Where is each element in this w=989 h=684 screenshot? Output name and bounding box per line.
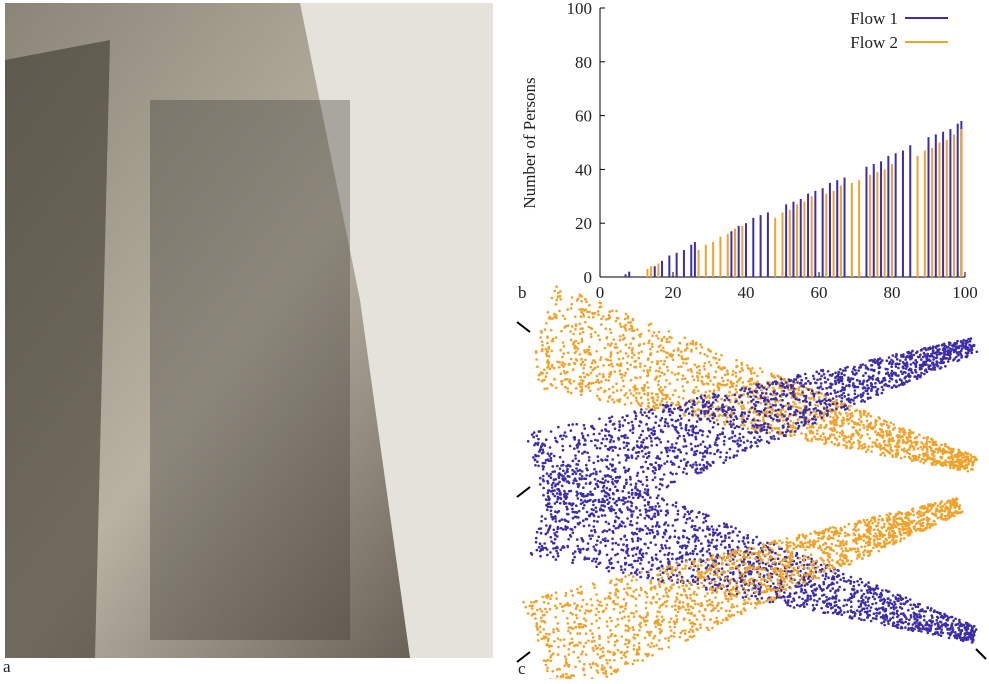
particle-simulation: [524, 287, 977, 679]
bar: [917, 156, 919, 277]
bar: [938, 143, 940, 278]
bar: [844, 177, 846, 277]
bar: [924, 151, 926, 277]
arrow: [517, 322, 530, 332]
x-tick-label: 20: [665, 283, 682, 302]
y-axis-label: Number of Persons: [520, 77, 539, 208]
legend-label: Flow 1: [850, 9, 898, 28]
bar: [949, 129, 951, 277]
bar: [705, 245, 707, 277]
bar: [928, 137, 930, 277]
bar: [942, 132, 944, 277]
x-tick-label: 60: [811, 283, 828, 302]
bar: [935, 134, 937, 277]
bar: [902, 151, 904, 277]
bar: [657, 264, 659, 277]
bar: [796, 204, 798, 277]
y-tick-label: 0: [584, 268, 593, 287]
bar: [767, 212, 769, 277]
bar: [676, 253, 678, 277]
y-tick-label: 80: [575, 53, 592, 72]
bar: [957, 124, 959, 277]
bar: [760, 215, 762, 277]
bar: [840, 186, 842, 277]
bar: [683, 250, 685, 277]
bar: [953, 134, 955, 277]
bar: [650, 266, 652, 277]
arrow: [517, 487, 530, 497]
y-tick-label: 60: [575, 107, 592, 126]
bar: [960, 129, 962, 277]
bar: [734, 229, 736, 277]
bar: [858, 180, 860, 277]
bar: [646, 269, 648, 277]
y-tick-label: 20: [575, 214, 592, 233]
panel-label: c: [518, 659, 526, 678]
bar: [814, 191, 816, 277]
figure: a b c Number of Persons 0 20 40 60 80 100 0 20 4…: [0, 0, 989, 679]
bar: [785, 204, 787, 277]
bar: [803, 202, 805, 277]
bar: [833, 191, 835, 277]
arrow: [976, 649, 986, 659]
bar: [807, 194, 809, 277]
x-tick-label: 0: [596, 283, 605, 302]
photo: [5, 3, 493, 658]
y-tick-label: 40: [575, 160, 592, 179]
bar: [891, 164, 893, 277]
bar: [811, 196, 813, 277]
bar: [625, 274, 627, 277]
bar: [909, 145, 911, 277]
bar: [698, 250, 700, 277]
bar: [792, 202, 794, 277]
panel-label: a: [3, 657, 11, 676]
bar: [946, 140, 948, 277]
x-tick-label: 100: [952, 283, 978, 302]
bar: [774, 218, 776, 277]
panel-label: b: [518, 283, 527, 302]
bar: [661, 261, 663, 277]
bar: [730, 231, 732, 277]
bar: [829, 183, 831, 277]
x-tick-label: 80: [884, 283, 901, 302]
bar: [873, 164, 875, 277]
bar: [884, 169, 886, 277]
bar: [690, 245, 692, 277]
bar: [865, 167, 867, 277]
bar: [876, 172, 878, 277]
bar: [738, 226, 740, 277]
x-tick-label: 40: [738, 283, 755, 302]
bar: [895, 153, 897, 277]
bar: [782, 212, 784, 277]
bar: [752, 218, 754, 277]
bar: [822, 188, 824, 277]
bar: [869, 175, 871, 277]
bar: [789, 210, 791, 277]
bar: [825, 194, 827, 277]
bar: [727, 234, 729, 277]
y-tick-label: 100: [567, 0, 593, 18]
bar: [741, 226, 743, 277]
bar: [654, 266, 656, 277]
bar: [880, 161, 882, 277]
bar: [628, 272, 630, 277]
bar: [800, 199, 802, 277]
bar: [851, 183, 853, 277]
bar: [836, 180, 838, 277]
bar: [887, 156, 889, 277]
bar: [931, 148, 933, 277]
bar: [668, 255, 670, 277]
bar: [745, 223, 747, 277]
bar: [712, 242, 714, 277]
bar: [694, 242, 696, 277]
bar: [719, 237, 721, 277]
legend-label: Flow 2: [850, 33, 898, 52]
